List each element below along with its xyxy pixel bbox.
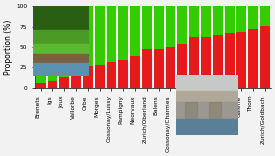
Bar (201, 37, 211, 88)
Bar (130, 56, 140, 88)
Bar (177, 44, 187, 88)
Bar (142, 49, 152, 88)
Bar (260, 6, 270, 26)
Bar (59, 6, 69, 77)
Bar (106, 61, 117, 88)
Bar (260, 26, 270, 88)
Bar (130, 6, 140, 56)
Bar (106, 6, 117, 61)
Bar (201, 6, 211, 37)
Bar (47, 81, 57, 88)
Bar (236, 32, 246, 88)
Bar (189, 37, 199, 88)
Bar (213, 6, 223, 35)
Bar (59, 77, 69, 88)
Bar (154, 6, 164, 49)
Bar (118, 60, 128, 88)
Bar (248, 29, 258, 88)
Bar (118, 6, 128, 60)
Bar (95, 6, 105, 65)
Bar (71, 6, 81, 74)
Bar (154, 49, 164, 88)
Bar (35, 6, 46, 83)
Bar (35, 83, 46, 88)
Bar (71, 74, 81, 88)
Bar (166, 47, 175, 88)
Y-axis label: Proportion (%): Proportion (%) (4, 19, 13, 75)
Bar (236, 6, 246, 32)
Bar (177, 6, 187, 44)
Bar (213, 35, 223, 88)
Bar (83, 66, 93, 88)
Bar (95, 65, 105, 88)
Bar (83, 6, 93, 66)
Bar (248, 6, 258, 29)
Bar (189, 6, 199, 37)
Bar (47, 6, 57, 81)
Bar (224, 6, 235, 33)
Bar (142, 6, 152, 49)
Bar (224, 33, 235, 88)
Bar (166, 6, 175, 47)
